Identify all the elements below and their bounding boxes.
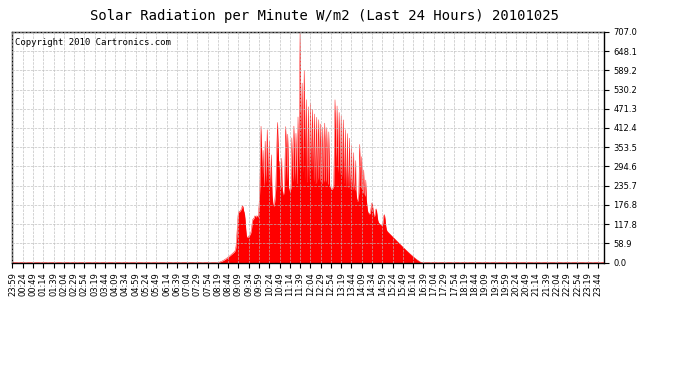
Text: Solar Radiation per Minute W/m2 (Last 24 Hours) 20101025: Solar Radiation per Minute W/m2 (Last 24… bbox=[90, 9, 559, 23]
Text: Copyright 2010 Cartronics.com: Copyright 2010 Cartronics.com bbox=[15, 38, 171, 46]
